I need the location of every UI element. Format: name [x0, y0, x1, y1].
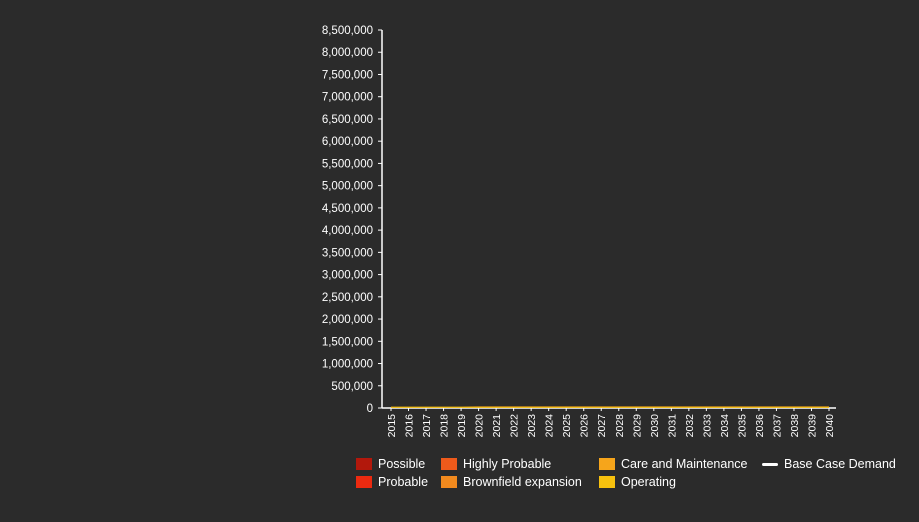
- legend-label-base-case-demand: Base Case Demand: [784, 457, 896, 471]
- legend-swatch-probable: [356, 476, 372, 488]
- legend-swatch-care-and-maintenance: [599, 458, 615, 470]
- y-tick-label: 6,000,000: [322, 136, 373, 148]
- legend-label-brownfield-expansion: Brownfield expansion: [463, 475, 582, 489]
- x-axis: 2015 2016 2017 2018 2019 2020 2021 2022 2023 2024…: [382, 408, 836, 437]
- x-tick-label: 2021: [491, 414, 503, 438]
- legend-swatch-brownfield-expansion: [441, 476, 457, 488]
- x-tick-label: 2037: [771, 414, 783, 438]
- x-tick-label: 2016: [404, 414, 416, 438]
- x-tick-label: 2025: [561, 414, 573, 438]
- area-series-operating[interactable]: [391, 407, 829, 408]
- legend-swatch-possible: [356, 458, 372, 470]
- x-tick-label: 2027: [596, 414, 608, 438]
- x-tick-label: 2039: [806, 414, 818, 438]
- y-tick-label: 8,500,000: [322, 25, 373, 37]
- legend-line-base-case-demand: [762, 463, 778, 466]
- x-tick-label: 2024: [544, 414, 556, 438]
- y-tick-label: 7,000,000: [322, 92, 373, 104]
- x-tick-label: 2033: [701, 414, 713, 438]
- y-tick-label: 6,500,000: [322, 114, 373, 126]
- x-tick-label: 2036: [754, 414, 766, 438]
- y-tick-label: 1,000,000: [322, 359, 373, 371]
- y-tick-label: 0: [367, 403, 373, 415]
- x-tick-label: 2022: [509, 414, 521, 438]
- y-tick-label: 4,500,000: [322, 203, 373, 215]
- x-tick-label: 2018: [439, 414, 451, 438]
- x-tick-label: 2029: [631, 414, 643, 438]
- y-tick-label: 5,000,000: [322, 181, 373, 193]
- y-tick-label: 2,000,000: [322, 314, 373, 326]
- legend-item-brownfield-expansion[interactable]: Brownfield expansion: [441, 473, 582, 491]
- y-tick-label: 2,500,000: [322, 292, 373, 304]
- x-tick-label: 2031: [666, 414, 678, 438]
- x-tick-label: 2017: [421, 414, 433, 438]
- legend-label-possible: Possible: [378, 457, 425, 471]
- chart-legend: Possible Probable Highly Probable Brownf…: [356, 455, 916, 495]
- legend-swatch-operating: [599, 476, 615, 488]
- y-tick-label: 8,000,000: [322, 47, 373, 59]
- y-tick-label: 3,000,000: [322, 270, 373, 282]
- x-tick-label: 2020: [474, 414, 486, 438]
- y-tick-label: 500,000: [331, 381, 373, 393]
- area-series-group: [391, 406, 829, 408]
- x-tick-label: 2035: [736, 414, 748, 438]
- legend-item-care-and-maintenance[interactable]: Care and Maintenance: [599, 455, 747, 473]
- legend-item-probable[interactable]: Probable: [356, 473, 428, 491]
- legend-label-operating: Operating: [621, 475, 676, 489]
- y-tick-label: 3,500,000: [322, 247, 373, 259]
- x-tick-label: 2026: [579, 414, 591, 438]
- x-tick-label: 2015: [386, 414, 398, 438]
- legend-label-care-and-maintenance: Care and Maintenance: [621, 457, 747, 471]
- y-tick-label: 5,500,000: [322, 158, 373, 170]
- legend-item-base-case-demand[interactable]: Base Case Demand: [762, 455, 896, 473]
- legend-swatch-highly-probable: [441, 458, 457, 470]
- legend-label-highly-probable: Highly Probable: [463, 457, 551, 471]
- x-tick-label: 2023: [526, 414, 538, 438]
- legend-label-probable: Probable: [378, 475, 428, 489]
- legend-item-highly-probable[interactable]: Highly Probable: [441, 455, 551, 473]
- x-tick-label: 2032: [684, 414, 696, 438]
- y-tick-label: 4,000,000: [322, 225, 373, 237]
- y-tick-label: 1,500,000: [322, 336, 373, 348]
- x-tick-label: 2034: [719, 414, 731, 438]
- legend-item-operating[interactable]: Operating: [599, 473, 676, 491]
- x-tick-label: 2038: [789, 414, 801, 438]
- legend-item-possible[interactable]: Possible: [356, 455, 425, 473]
- x-tick-label: 2019: [456, 414, 468, 438]
- x-tick-label: 2028: [614, 414, 626, 438]
- x-tick-label: 2040: [824, 414, 836, 438]
- y-axis: 0 500,000 1,000,000 1,500,000 2,000,000 2,500…: [322, 25, 382, 415]
- x-tick-label: 2030: [649, 414, 661, 438]
- y-tick-label: 7,500,000: [322, 69, 373, 81]
